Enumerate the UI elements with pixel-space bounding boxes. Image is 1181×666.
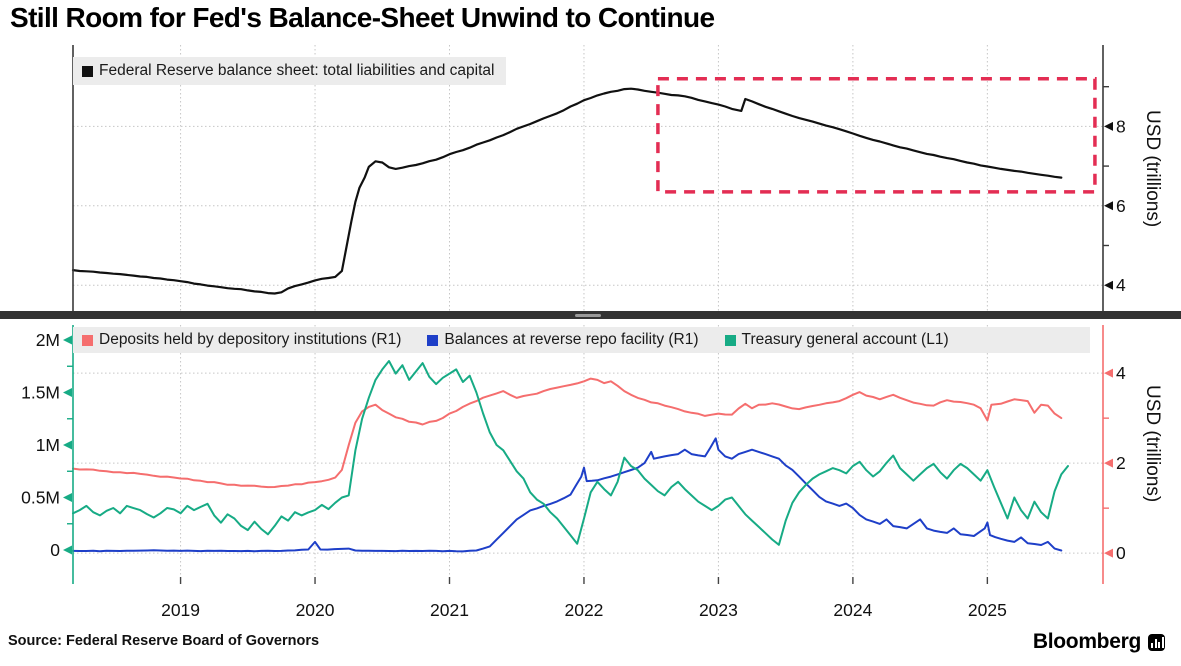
highlight-box [656, 76, 1097, 194]
legend-bottom: Deposits held by depository institutions… [73, 327, 1090, 353]
x-axis-year-label: 2020 [296, 600, 335, 620]
right-axis-tick-label: 8 [1116, 116, 1126, 136]
left-axis-tick-arrow-icon [63, 493, 72, 503]
series-line-deposits [72, 377, 1063, 489]
x-axis-year-label: 2025 [968, 600, 1007, 620]
legend-swatch-icon [82, 65, 93, 77]
right-axis-tick-arrow-icon [1104, 458, 1113, 468]
left-axis-tick-label: 2M [36, 330, 60, 350]
left-axis-tick-label: 1.5M [21, 383, 60, 403]
legend-swatch-icon [82, 334, 93, 346]
left-axis-tick-label: 0 [50, 540, 60, 560]
legend-swatch-icon [427, 334, 439, 346]
x-axis-year-label: 2019 [161, 600, 200, 620]
legend-item-reverse-repo: Balances at reverse repo facility (R1) [427, 331, 699, 349]
right-axis-tick-label: 6 [1116, 196, 1126, 216]
left-axis-tick-arrow-icon [63, 388, 72, 398]
legend-label: Treasury general account (L1) [741, 331, 949, 348]
legend-item-balance-sheet: Federal Reserve balance sheet: total lia… [82, 62, 494, 80]
right-axis-tick-arrow-icon [1104, 121, 1113, 131]
bloomberg-wordmark: Bloomberg [1032, 630, 1141, 653]
x-axis-year-label: 2022 [564, 600, 603, 620]
bottom-right-axis-title: USD (trillions) [1142, 385, 1163, 503]
right-axis-tick-label: 0 [1116, 543, 1126, 563]
top-right-axis-title: USD (trillions) [1142, 110, 1163, 228]
right-axis-tick-label: 2 [1116, 453, 1126, 473]
left-axis-tick-arrow-icon [63, 440, 72, 450]
bar-chart-icon [1148, 633, 1165, 651]
source-text: Source: Federal Reserve Board of Governo… [8, 633, 320, 649]
left-axis-tick-label: 1M [36, 435, 60, 455]
right-axis-tick-label: 4 [1116, 275, 1126, 295]
bloomberg-logo: Bloomberg [1033, 630, 1165, 654]
legend-label: Federal Reserve balance sheet: total lia… [99, 62, 495, 79]
legend-item-deposits: Deposits held by depository institutions… [82, 331, 401, 349]
right-axis-tick-arrow-icon [1104, 548, 1113, 558]
legend-label: Deposits held by depository institutions… [99, 331, 402, 348]
panel-separator [0, 311, 1181, 319]
x-axis-year-label: 2024 [833, 600, 872, 620]
legend-label: Balances at reverse repo facility (R1) [444, 331, 699, 348]
separator-drag-handle-icon[interactable] [575, 314, 601, 317]
left-axis-tick-arrow-icon [63, 335, 72, 345]
x-axis-year-label: 2021 [430, 600, 469, 620]
series-line-balance-sheet [71, 87, 1063, 295]
series-line-treasury-account [72, 360, 1069, 546]
right-axis-tick-arrow-icon [1104, 368, 1113, 378]
series-line-reverse-repo [72, 437, 1063, 553]
legend-swatch-icon [724, 334, 736, 346]
legend-item-treasury-account: Treasury general account (L1) [724, 331, 949, 349]
legend-top: Federal Reserve balance sheet: total lia… [73, 57, 507, 85]
right-axis-tick-arrow-icon [1104, 201, 1113, 211]
page-title: Still Room for Fed's Balance-Sheet Unwin… [10, 2, 715, 33]
right-axis-tick-label: 4 [1116, 363, 1126, 383]
x-axis-year-label: 2023 [699, 600, 738, 620]
left-axis-tick-label: 0.5M [21, 488, 60, 508]
left-axis-tick-arrow-icon [63, 545, 72, 555]
right-axis-tick-arrow-icon [1104, 280, 1113, 290]
